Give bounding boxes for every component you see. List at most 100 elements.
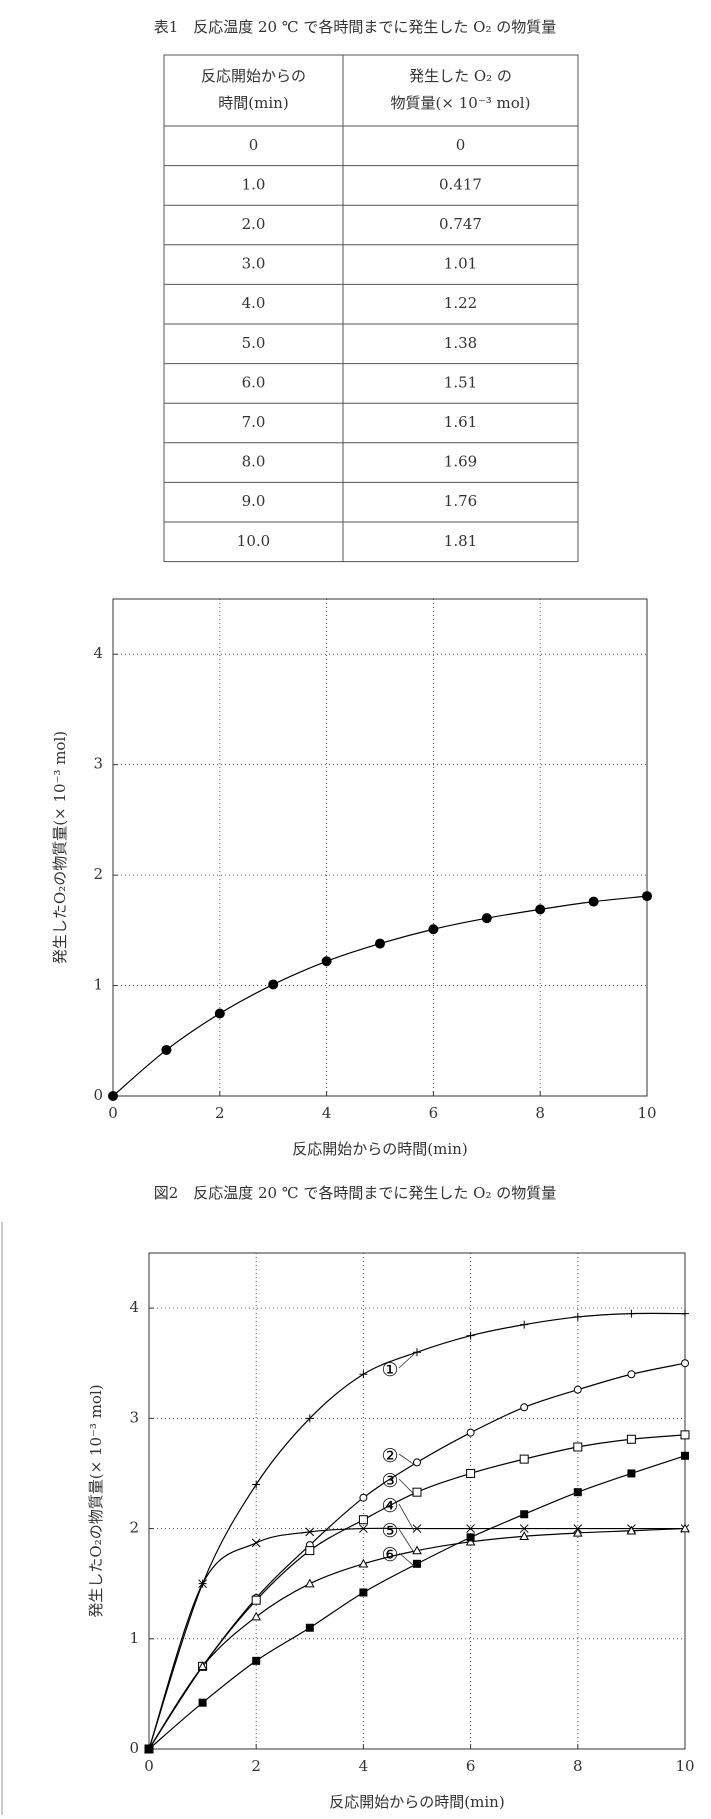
marker bbox=[251, 1538, 261, 1548]
table-header: 物質量(× 10⁻³ mol) bbox=[391, 94, 531, 112]
leader-line bbox=[398, 1453, 415, 1465]
table-cell: 0 bbox=[249, 136, 259, 154]
series-line bbox=[148, 1455, 686, 1750]
x-tick-label: 6 bbox=[429, 1104, 439, 1122]
marker bbox=[519, 1524, 529, 1533]
marker bbox=[627, 1469, 636, 1478]
table-cell: 6.0 bbox=[242, 373, 266, 391]
table-cell: 1.0 bbox=[242, 175, 266, 193]
marker bbox=[198, 1698, 207, 1707]
table-cell: 0 bbox=[456, 136, 466, 154]
x-tick-label: 8 bbox=[573, 1757, 583, 1775]
marker bbox=[466, 1533, 475, 1542]
series-line bbox=[148, 1362, 686, 1750]
table-header: 反応開始からの bbox=[201, 67, 306, 85]
table-cell: 10.0 bbox=[237, 532, 270, 550]
series-label: ⑥ bbox=[381, 1544, 398, 1566]
marker bbox=[145, 1745, 153, 1753]
marker bbox=[412, 1545, 422, 1555]
marker bbox=[413, 1559, 421, 1568]
marker bbox=[268, 979, 279, 990]
series-line bbox=[148, 1434, 686, 1750]
series-label: ② bbox=[381, 1445, 398, 1467]
marker bbox=[626, 1434, 636, 1444]
marker bbox=[520, 1320, 529, 1329]
y-tick-label: 1 bbox=[129, 1629, 139, 1647]
marker bbox=[413, 1458, 421, 1467]
table-cell: 1.51 bbox=[444, 373, 477, 391]
plot-frame bbox=[112, 598, 648, 1097]
x-tick-label: 4 bbox=[322, 1104, 332, 1122]
x-tick-label: 10 bbox=[675, 1757, 694, 1775]
y-tick-label: 1 bbox=[93, 976, 103, 994]
table-header: 時間(min) bbox=[218, 94, 288, 112]
table-cell: 1.01 bbox=[444, 255, 477, 273]
marker bbox=[358, 1515, 368, 1525]
table-cell: 5.0 bbox=[242, 334, 266, 352]
x-tick-label: 10 bbox=[637, 1104, 656, 1122]
series-label: ① bbox=[381, 1359, 398, 1381]
x-tick-label: 2 bbox=[215, 1104, 225, 1122]
marker bbox=[428, 924, 439, 935]
table-frame bbox=[163, 54, 579, 563]
x-axis-label: 反応開始からの時間(min) bbox=[329, 1793, 504, 1811]
x-tick-label: 2 bbox=[251, 1757, 261, 1775]
marker bbox=[198, 1579, 207, 1589]
table-cell: 3.0 bbox=[242, 255, 266, 273]
marker bbox=[108, 1091, 118, 1101]
y-tick-label: 4 bbox=[93, 644, 103, 662]
x-tick-label: 4 bbox=[359, 1757, 369, 1775]
marker bbox=[466, 1428, 475, 1437]
marker bbox=[375, 938, 385, 949]
y-axis-label: 発生したO₂の物質量(× 10⁻³ mol) bbox=[87, 1384, 105, 1617]
leader-line bbox=[398, 1353, 415, 1369]
table-title: 表1 反応温度 20 ℃ で各時間までに発生した O₂ の物質量 bbox=[154, 18, 557, 36]
marker bbox=[627, 1370, 636, 1379]
marker bbox=[573, 1385, 582, 1394]
marker bbox=[305, 1527, 315, 1537]
marker bbox=[252, 1480, 261, 1489]
x-tick-label: 6 bbox=[466, 1757, 476, 1775]
table-cell: 1.61 bbox=[444, 413, 477, 431]
x-tick-label: 0 bbox=[108, 1104, 118, 1122]
marker bbox=[358, 1558, 369, 1568]
y-tick-label: 2 bbox=[93, 865, 103, 883]
marker bbox=[251, 1611, 262, 1621]
table-cell: 0.747 bbox=[439, 215, 482, 233]
table-cell: 9.0 bbox=[242, 492, 266, 510]
table-cell: 4.0 bbox=[242, 294, 266, 312]
leader-line bbox=[398, 1528, 415, 1553]
y-tick-label: 4 bbox=[129, 1298, 139, 1316]
marker bbox=[680, 1523, 690, 1533]
y-tick-label: 2 bbox=[129, 1519, 139, 1537]
table-cell: 2.0 bbox=[242, 215, 266, 233]
table-cell: 7.0 bbox=[242, 413, 266, 431]
marker bbox=[573, 1442, 583, 1452]
leader-line bbox=[398, 1552, 415, 1567]
table-cell: 0.417 bbox=[439, 175, 482, 193]
marker bbox=[519, 1454, 529, 1464]
marker bbox=[627, 1309, 636, 1318]
y-axis-label: 発生したO₂の物質量(× 10⁻³ mol) bbox=[51, 731, 69, 964]
marker bbox=[466, 1524, 475, 1533]
x-axis-label: 反応開始からの時間(min) bbox=[292, 1140, 467, 1158]
series-label: ⑤ bbox=[381, 1520, 398, 1542]
x-tick-label: 0 bbox=[144, 1757, 154, 1775]
marker bbox=[626, 1525, 637, 1535]
table-header: 発生した O₂ の bbox=[409, 67, 512, 85]
x-tick-label: 8 bbox=[535, 1104, 545, 1122]
marker bbox=[214, 1008, 225, 1019]
marker bbox=[359, 1588, 368, 1597]
series-line bbox=[148, 1312, 686, 1750]
marker bbox=[359, 1493, 368, 1502]
marker bbox=[681, 1309, 689, 1318]
series-label: ③ bbox=[381, 1470, 398, 1492]
plot-frame bbox=[148, 1252, 686, 1750]
marker bbox=[573, 1488, 582, 1497]
table-cell: 8.0 bbox=[242, 453, 266, 471]
marker bbox=[520, 1403, 529, 1412]
y-tick-label: 3 bbox=[93, 755, 103, 773]
marker bbox=[520, 1510, 529, 1519]
marker bbox=[681, 1451, 689, 1460]
